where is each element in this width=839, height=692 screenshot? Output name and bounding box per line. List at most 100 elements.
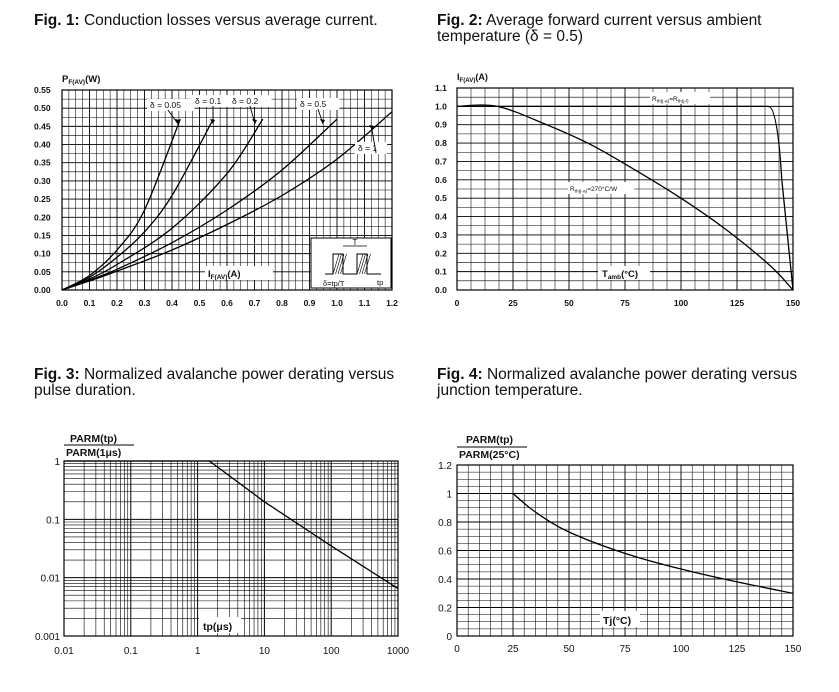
fig1-ytick: 0.15: [34, 230, 51, 240]
fig3-ytick: 0.01: [41, 574, 61, 585]
fig2-ytick: 0.8: [435, 138, 447, 148]
fig1-series-label: δ = 0.2: [232, 96, 259, 106]
fig2-xtick: 25: [508, 298, 518, 308]
fig3-xtick: 1: [195, 646, 201, 657]
fig1-caption-text: Conduction losses versus average current…: [83, 12, 378, 29]
fig3-ytick: 0.001: [35, 632, 60, 643]
fig2-xtick: 50: [564, 298, 574, 308]
fig1-xlabel-bg: [205, 266, 273, 280]
fig1-inset-hatch: [359, 253, 366, 275]
fig1-series-label: δ = 0.05: [150, 100, 181, 110]
fig1-series-label-bg: [355, 142, 387, 154]
fig1-series-label-bg: [147, 99, 195, 111]
fig2-ytick: 1.0: [435, 101, 447, 111]
fig1-inset-T: T: [353, 238, 358, 247]
fig2-series-line: [457, 105, 794, 291]
fig1-ylabel: PF(AV)(W): [62, 74, 100, 86]
fig3-series-line: [64, 460, 399, 590]
fig3-xtick: 0.1: [124, 646, 138, 657]
fig1-series-line: [61, 118, 338, 291]
fig1-series-label: δ = 0.5: [300, 99, 327, 109]
fig4-ylabel-num: PARM(tp): [466, 434, 513, 446]
fig3-frame: [63, 460, 399, 637]
fig4-xtick: 125: [729, 644, 746, 655]
fig2-annotation-1: Rth(j-a)=Rth(j-l): [652, 96, 689, 105]
fig1-xtick: 0.0: [56, 298, 68, 308]
fig4-ytick: 0.4: [438, 575, 452, 586]
fig1-ytick: 0.00: [34, 285, 51, 295]
fig1-inset-hatch: [337, 253, 345, 275]
fig2-ytick: 0.1: [435, 267, 447, 277]
fig4-series-line: [512, 493, 794, 594]
fig1-series-line: [61, 111, 393, 291]
fig4-caption-text: Normalized avalanche power derating vers…: [437, 366, 798, 399]
fig3-ylabel-den: PARM(1μs): [66, 447, 121, 459]
fig1-inset-hatch: [356, 253, 364, 275]
fig3-xtick: 10: [259, 646, 271, 657]
fig4-xtick: 75: [619, 644, 631, 655]
fig1-series-arrow: [252, 119, 257, 124]
fig1-series-arrow: [320, 119, 325, 124]
fig2-annotation-2: Rth(j-a)=270°C/W: [570, 185, 618, 195]
fig4-ylabel-den: PARM(25°C): [459, 449, 520, 461]
fig3-xtick: 1000: [387, 646, 410, 657]
fig1-caption: Fig. 1: Conduction losses versus average…: [34, 13, 404, 29]
fig2-annotation-bg: [650, 92, 710, 104]
fig3-ylabel-num: PARM(tp): [70, 433, 117, 445]
fig2-ytick: 0.6: [435, 175, 447, 185]
fig1-xtick: 0.5: [194, 298, 206, 308]
fig1-xtick: 0.8: [276, 298, 288, 308]
fig2-ytick: 0.3: [435, 230, 447, 240]
fig2-label: Fig. 2:: [437, 12, 483, 29]
fig2-xlabel-bg: [598, 266, 650, 280]
fig3-xtick: 0.01: [54, 646, 74, 657]
fig4-xtick: 0: [454, 644, 460, 655]
fig4-frame: [456, 464, 794, 637]
fig1-series-leader: [167, 109, 179, 125]
fig1-xtick: 0.9: [304, 298, 316, 308]
fig1-ytick: 0.45: [34, 121, 51, 131]
fig1-series-leader: [371, 129, 377, 154]
fig1-ytick: 0.30: [34, 176, 51, 186]
fig4-xtick: 25: [507, 644, 519, 655]
fig2-ytick: 1.1: [435, 83, 447, 93]
fig1-xtick: 0.2: [111, 298, 123, 308]
fig2-xtick: 0: [455, 298, 460, 308]
fig1-inset-tp: tp: [377, 278, 383, 287]
fig3-xlabel: tp(μs): [203, 621, 232, 633]
fig3-ytick: 0.1: [46, 515, 60, 526]
fig3-xlabel-bg: [199, 617, 241, 633]
fig4-xlabel-bg: [600, 611, 640, 627]
fig1-series-line: [61, 118, 264, 291]
fig4-xlabel: Tj(°C): [603, 615, 631, 627]
fig1-ytick: 0.35: [34, 158, 51, 168]
fig1-series-arrow: [210, 119, 215, 124]
fig3-xtick: 100: [323, 646, 340, 657]
fig1-inset-hatch: [340, 253, 347, 275]
fig2-ytick: 0.7: [435, 156, 447, 166]
fig4-xtick: 100: [673, 644, 690, 655]
fig1-inset-hatch: [332, 253, 340, 275]
fig2-annotation-bg: [568, 182, 634, 194]
fig4-ytick: 0: [446, 632, 452, 643]
fig1-xtick: 0.7: [249, 298, 261, 308]
fig2-frame: [456, 87, 794, 291]
fig1-ytick: 0.25: [34, 194, 51, 204]
fig1-xtick: 0.4: [166, 298, 178, 308]
fig2-ytick: 0.5: [435, 193, 447, 203]
fig2-xlabel: Tamb(°C): [602, 269, 638, 281]
fig2-ytick: 0.9: [435, 120, 447, 130]
fig3-caption: Fig. 3: Normalized avalanche power derat…: [34, 367, 402, 399]
fig1-xtick: 0.6: [221, 298, 233, 308]
fig3-label: Fig. 3:: [34, 366, 80, 383]
fig2-series-line: [456, 104, 794, 291]
fig1-xtick: 1.0: [331, 298, 343, 308]
fig1-inset-delta: δ=tp/T: [323, 279, 345, 288]
fig4-ytick: 1.2: [438, 461, 452, 472]
fig3-caption-text: Normalized avalanche power derating vers…: [34, 366, 395, 399]
fig1-ytick: 0.10: [34, 249, 51, 259]
fig1-ytick: 0.50: [34, 103, 51, 113]
fig4-xtick: 50: [563, 644, 575, 655]
fig2-xtick: 125: [730, 298, 744, 308]
